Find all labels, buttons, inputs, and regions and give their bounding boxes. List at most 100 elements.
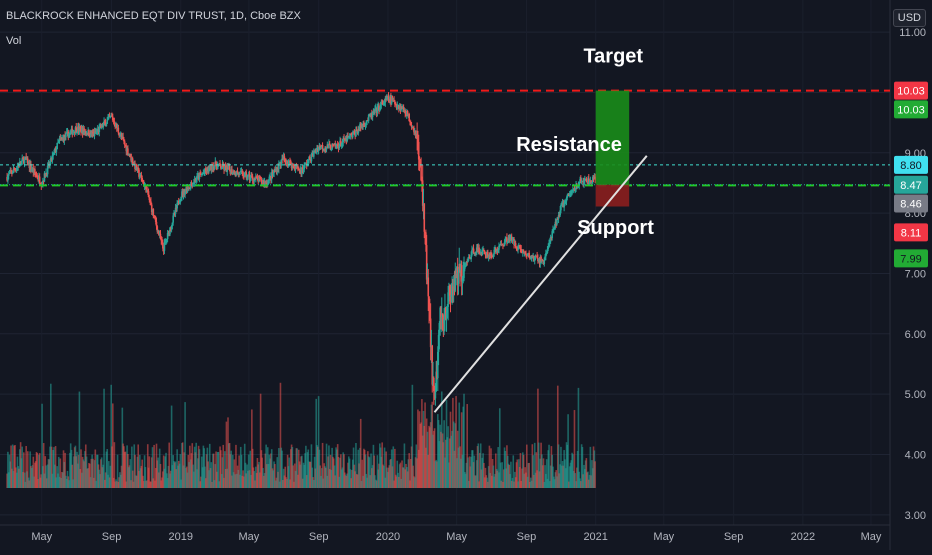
price-label-bg	[894, 100, 928, 119]
y-tick-label: 6.00	[905, 329, 926, 341]
candle-body	[406, 110, 409, 116]
candle-body	[130, 153, 132, 161]
candle-body	[150, 201, 152, 205]
candle-body	[467, 258, 469, 263]
candle-body	[444, 307, 447, 318]
volume-bar	[231, 454, 234, 488]
candle-body	[434, 391, 437, 399]
candle-body	[69, 131, 72, 133]
candle-body	[245, 172, 248, 178]
candle-body	[195, 179, 198, 182]
candle-body	[524, 251, 526, 254]
candle-body	[472, 248, 475, 254]
candle-body	[445, 312, 448, 318]
candle-body	[463, 269, 465, 278]
candle-body	[235, 174, 237, 176]
volume-bar	[42, 443, 45, 488]
volume-bar	[249, 450, 252, 488]
volume-bar	[537, 388, 539, 488]
annotation-label: Support	[577, 217, 654, 239]
volume-bar	[463, 393, 465, 488]
candle-body	[436, 351, 439, 379]
candle-body	[251, 176, 254, 180]
candle-body	[111, 115, 113, 117]
candle-body	[404, 110, 407, 114]
candle-body	[441, 313, 444, 316]
candle-body	[38, 176, 41, 184]
candle-body	[556, 218, 559, 220]
candle-body	[448, 286, 451, 296]
candle-body	[35, 174, 38, 176]
candle-body	[465, 261, 468, 266]
volume-bar	[131, 446, 133, 488]
candle-body	[220, 168, 223, 170]
candle-body	[393, 100, 395, 102]
volume-bar	[288, 457, 290, 488]
currency-button[interactable]: USD	[892, 9, 926, 27]
candle-body	[440, 307, 442, 317]
candle-body	[178, 202, 181, 204]
volume-bar	[210, 462, 213, 488]
volume-bar	[301, 455, 303, 488]
candle-body	[412, 127, 414, 129]
candle-body	[215, 161, 217, 167]
candle-body	[566, 195, 569, 198]
candle-body	[560, 204, 562, 211]
candle-body	[578, 181, 581, 186]
candle-body	[588, 181, 591, 183]
volume-bar	[116, 454, 119, 488]
candle-body	[492, 253, 495, 257]
candle-body	[301, 167, 303, 175]
candle-body	[193, 183, 195, 185]
candle-body	[386, 96, 388, 100]
candle-body	[58, 138, 61, 141]
candle-body	[160, 238, 163, 241]
volume-bar	[522, 454, 525, 488]
candle-body	[259, 177, 262, 179]
volume-bar	[455, 396, 457, 488]
candle-body	[493, 249, 496, 254]
volume-bar	[408, 453, 410, 488]
candle-body	[7, 173, 10, 176]
candle-body	[580, 179, 582, 182]
candle-body	[11, 172, 14, 174]
volume-bar	[477, 443, 480, 488]
candle-body	[396, 105, 399, 108]
annotation-label: Resistance	[516, 134, 622, 156]
volume-bar	[144, 467, 147, 488]
volume-bar	[424, 402, 426, 488]
volume-bar	[92, 458, 94, 488]
candle-body	[468, 256, 471, 258]
candle-body	[158, 230, 160, 236]
candle-body	[549, 236, 552, 242]
volume-bar	[594, 461, 596, 488]
candle-body	[43, 173, 46, 182]
volume-bar	[392, 446, 395, 488]
candle-body	[289, 160, 292, 166]
candle-body	[336, 144, 339, 146]
candle-body	[355, 129, 357, 137]
candle-body	[51, 155, 54, 161]
candle-body	[140, 174, 143, 178]
candle-body	[429, 318, 432, 348]
candle-body	[419, 161, 422, 165]
candle-body	[122, 136, 124, 140]
volume-bar	[557, 444, 560, 488]
candle-body	[443, 319, 445, 324]
x-tick-label: May	[446, 531, 467, 543]
candle-body	[423, 203, 426, 232]
volume-bar	[184, 402, 186, 488]
y-tick-label: 7.00	[905, 268, 926, 280]
candle-body	[92, 131, 94, 134]
candle-body	[321, 144, 324, 150]
candle-body	[243, 172, 246, 177]
y-tick-label: 4.00	[905, 449, 926, 461]
candle-body	[285, 160, 287, 164]
candle-body	[248, 174, 251, 180]
x-tick-label: 2019	[169, 531, 193, 543]
candle-body	[446, 306, 449, 313]
candle-body	[587, 178, 590, 182]
candle-body	[152, 208, 155, 216]
volume-bar	[198, 449, 201, 488]
